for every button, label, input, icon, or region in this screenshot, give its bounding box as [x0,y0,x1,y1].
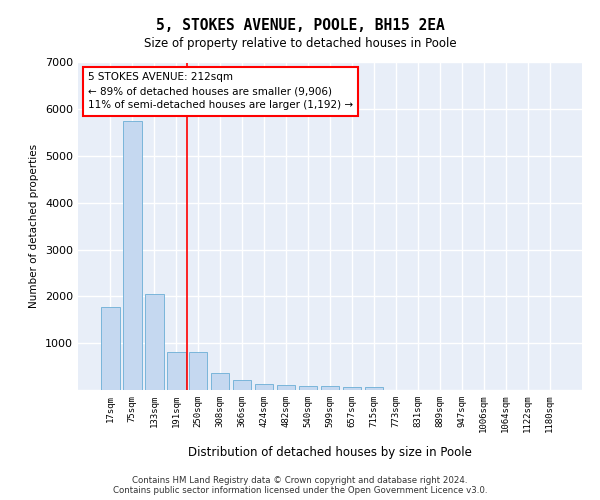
X-axis label: Distribution of detached houses by size in Poole: Distribution of detached houses by size … [188,446,472,460]
Bar [320,386,340,390]
Bar [123,120,142,390]
Bar [233,380,251,390]
Text: 5 STOKES AVENUE: 212sqm
← 89% of detached houses are smaller (9,906)
11% of semi: 5 STOKES AVENUE: 212sqm ← 89% of detache… [88,72,353,110]
Bar [211,373,229,390]
Bar [299,386,317,390]
Bar [343,386,361,390]
Bar [365,387,383,390]
Y-axis label: Number of detached properties: Number of detached properties [29,144,40,308]
Bar [255,384,274,390]
Bar [145,294,164,390]
Text: Size of property relative to detached houses in Poole: Size of property relative to detached ho… [143,38,457,51]
Bar [277,385,295,390]
Bar [101,306,119,390]
Bar [189,352,208,390]
Text: Contains HM Land Registry data © Crown copyright and database right 2024.
Contai: Contains HM Land Registry data © Crown c… [113,476,487,495]
Bar [167,352,185,390]
Text: 5, STOKES AVENUE, POOLE, BH15 2EA: 5, STOKES AVENUE, POOLE, BH15 2EA [155,18,445,32]
